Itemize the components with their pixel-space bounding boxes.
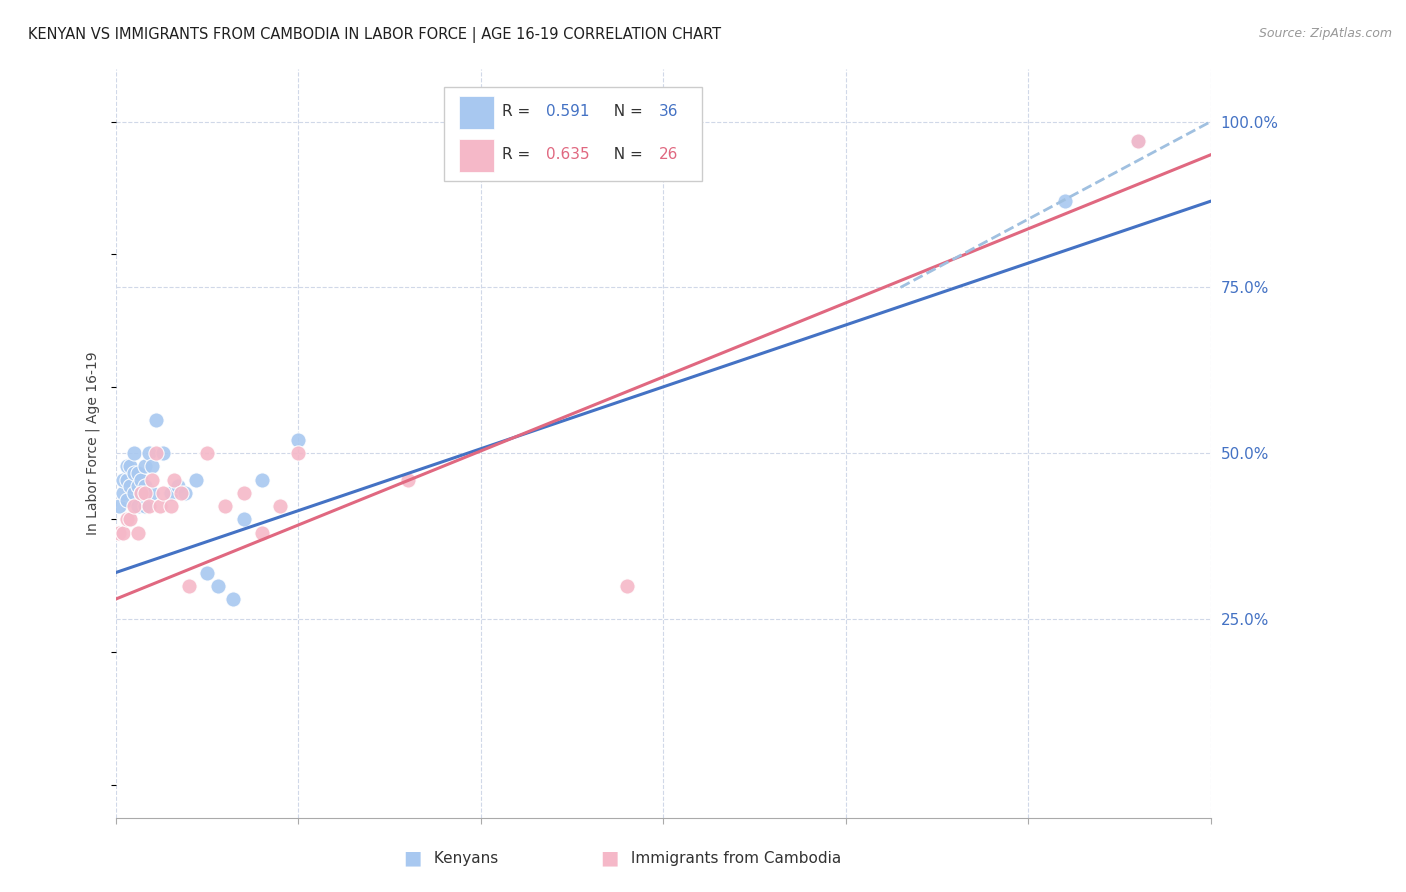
Point [138,500,160,514]
Text: N =: N = [605,147,648,162]
FancyBboxPatch shape [458,96,494,129]
FancyBboxPatch shape [444,87,702,181]
Point [145,446,167,460]
Point [141,486,163,500]
Point [616,579,638,593]
Point [1126,135,1149,149]
Point [115,473,138,487]
Point [134,500,156,514]
Point [112,525,135,540]
Point [131,486,153,500]
Point [112,486,135,500]
Point [214,500,236,514]
Point [170,486,193,500]
Text: Immigrants from Cambodia: Immigrants from Cambodia [626,851,841,865]
Point [131,473,153,487]
Point [207,579,229,593]
Point [269,500,291,514]
Point [134,459,156,474]
Text: 36: 36 [659,103,679,119]
Point [148,500,170,514]
Point [131,486,153,500]
Point [127,525,149,540]
Point [108,500,131,514]
Text: Source: ZipAtlas.com: Source: ZipAtlas.com [1258,27,1392,40]
Text: 0.591: 0.591 [546,103,589,119]
Text: R =: R = [502,147,536,162]
Point [166,479,188,493]
Point [177,579,200,593]
Point [195,566,218,580]
Point [145,413,167,427]
Point [152,486,174,500]
Point [1126,135,1149,149]
Text: ■: ■ [404,848,422,868]
Point [184,473,207,487]
Text: Kenyans: Kenyans [429,851,498,865]
Text: R =: R = [502,103,536,119]
Point [221,592,243,607]
Point [122,486,145,500]
Point [396,473,419,487]
Point [122,446,145,460]
Point [134,479,156,493]
Point [138,446,160,460]
Y-axis label: In Labor Force | Age 16-19: In Labor Force | Age 16-19 [86,351,100,535]
Point [174,486,197,500]
Point [120,479,142,493]
Point [232,512,254,526]
Point [115,512,138,526]
Point [287,433,309,447]
Point [152,446,174,460]
Text: N =: N = [605,103,648,119]
Point [120,512,142,526]
Text: 26: 26 [659,147,678,162]
Point [127,466,149,480]
Point [195,446,218,460]
Point [134,486,156,500]
Point [232,486,254,500]
Point [122,466,145,480]
Text: 0.635: 0.635 [546,147,589,162]
Point [1053,194,1076,209]
Point [250,473,273,487]
Point [250,525,273,540]
Point [127,500,149,514]
Point [120,459,142,474]
Point [159,500,181,514]
FancyBboxPatch shape [458,139,494,172]
Point [112,473,135,487]
Point [141,459,163,474]
Point [159,486,181,500]
Point [127,479,149,493]
Point [108,525,131,540]
Point [122,500,145,514]
Point [115,492,138,507]
Point [115,459,138,474]
Point [163,473,186,487]
Point [141,473,163,487]
Text: KENYAN VS IMMIGRANTS FROM CAMBODIA IN LABOR FORCE | AGE 16-19 CORRELATION CHART: KENYAN VS IMMIGRANTS FROM CAMBODIA IN LA… [28,27,721,43]
Point [287,446,309,460]
Text: ■: ■ [600,848,619,868]
